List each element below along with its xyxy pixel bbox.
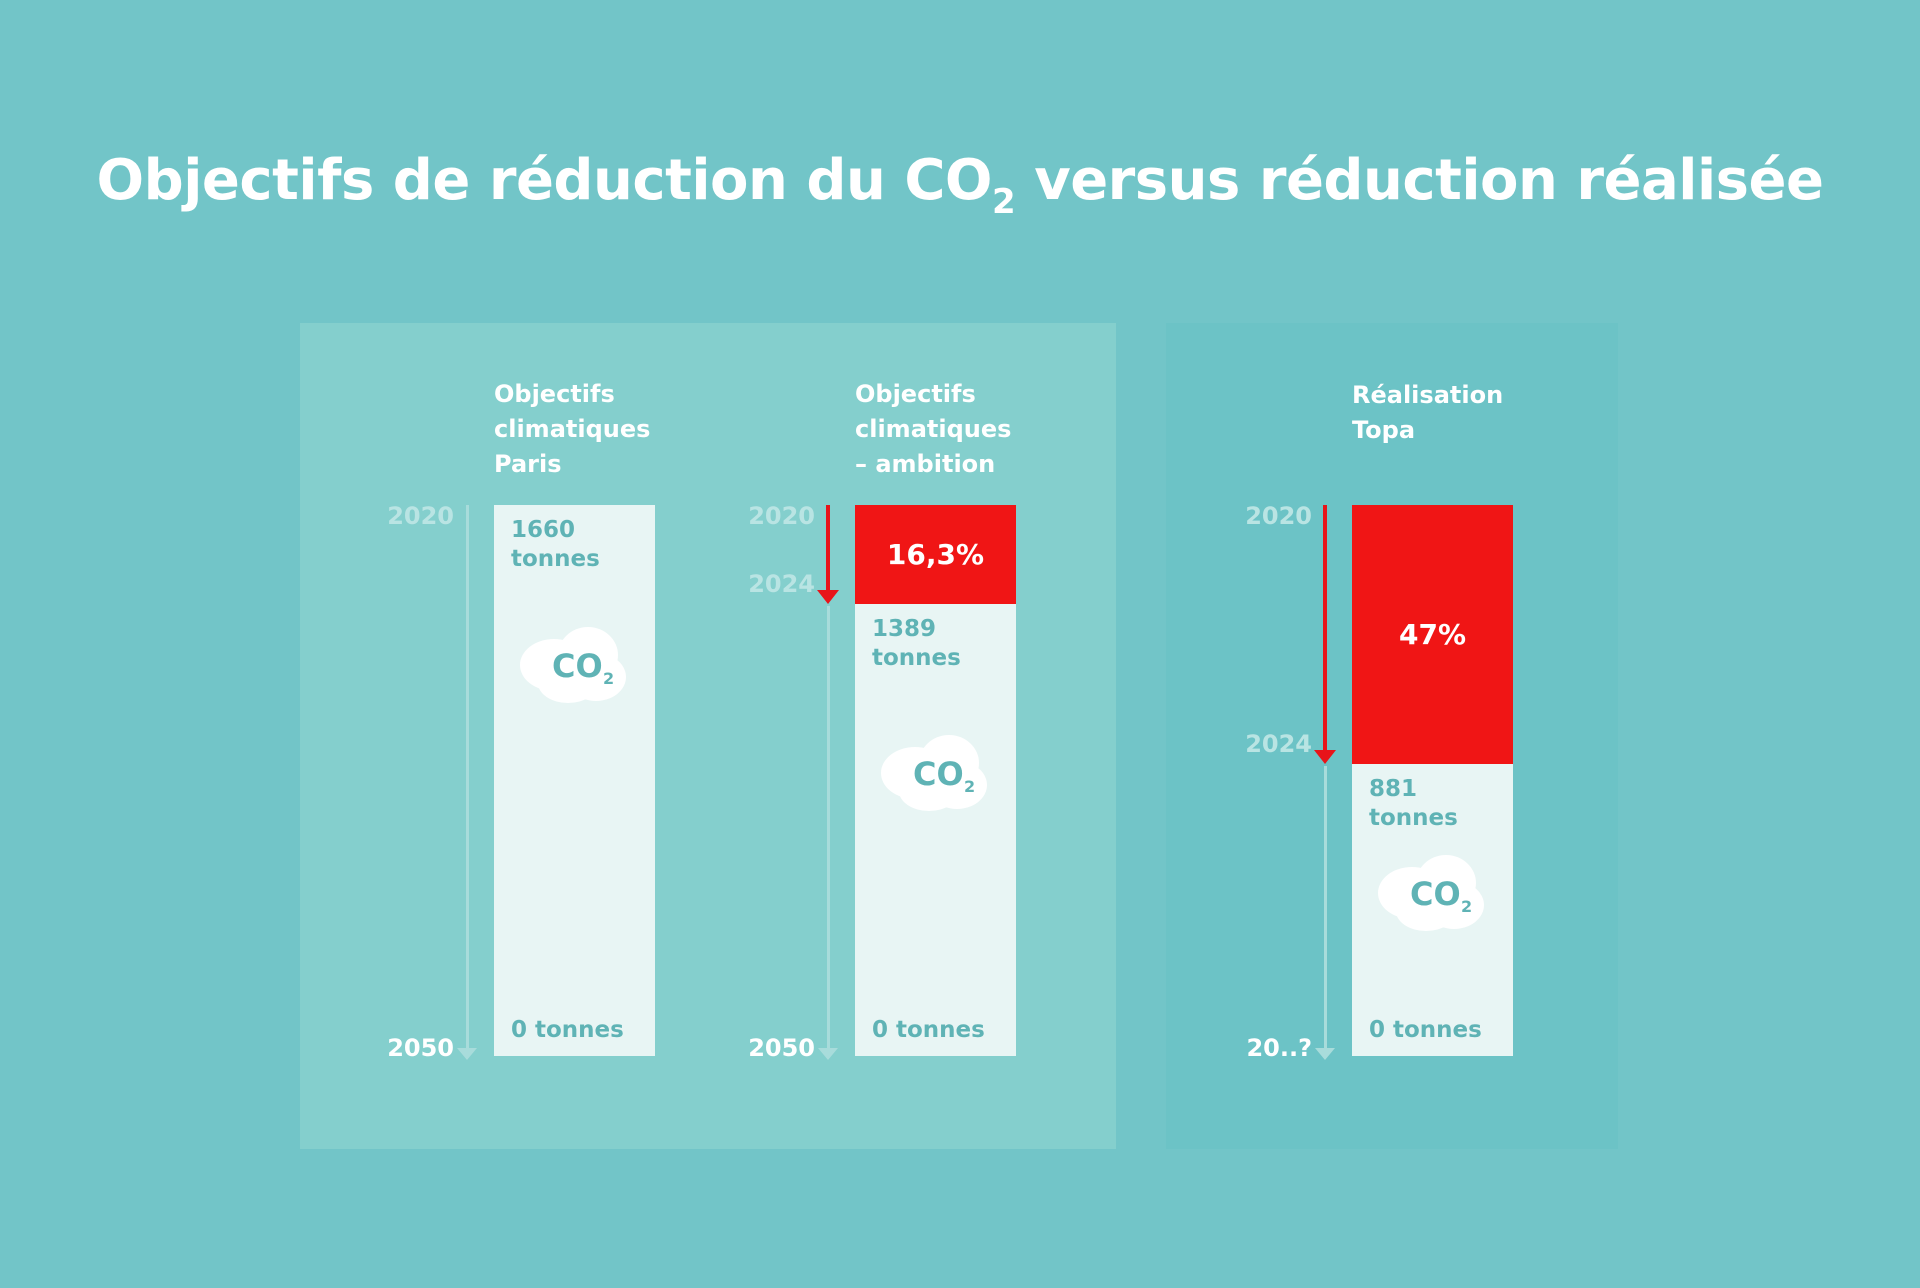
co2-cloud-icon: CO 2 [514,623,632,707]
co2-bar: 47% 881 tonnes 0 tonnes CO 2 [1352,505,1513,1056]
svg-text:2: 2 [1461,897,1472,916]
column-label: Réalisation Topa [1352,378,1503,448]
year-start-label: 2020 [1245,502,1312,530]
year-mid-label: 2024 [1245,730,1312,758]
co2-cloud-icon: CO 2 [875,731,993,815]
title-subscript: 2 [992,182,1016,222]
timeline-arrow-head [1315,1048,1335,1060]
co2-bar: 16,3% 1389 tonnes 0 tonnes CO 2 [855,505,1016,1056]
year-start-label: 2020 [748,502,815,530]
co2-cloud-icon: CO 2 [1372,851,1490,935]
timeline-arrow-head [457,1048,477,1060]
reduction-arrow-line [1323,505,1327,752]
column-label-line: Objectifs [494,380,615,408]
year-end-label: 2050 [748,1034,815,1062]
timeline-arrow-head [818,1048,838,1060]
column-label-line: climatiques [855,415,1012,443]
column-label-line: Réalisation [1352,381,1504,409]
remaining-tonnes-label: 881 tonnes [1369,776,1458,831]
co2-bar: 1660 tonnes 0 tonnes CO 2 [494,505,655,1056]
timeline-axis-line [1324,766,1327,1050]
reduction-segment: 16,3% [855,505,1016,604]
year-mid-label: 2024 [748,570,815,598]
svg-text:CO: CO [913,755,964,793]
svg-text:CO: CO [1410,875,1461,913]
svg-text:2: 2 [603,669,614,688]
column-label: Objectifs climatiques – ambition [855,377,1011,482]
column-label-line: climatiques [494,415,651,443]
column-label-line: – ambition [855,450,996,478]
reduction-arrow-line [826,505,830,592]
year-start-label: 2020 [387,502,454,530]
year-end-label: 2050 [387,1034,454,1062]
reduction-segment: 47% [1352,505,1513,764]
year-end-label: 20..? [1246,1034,1312,1062]
title-rest: versus réduction réalisée [1015,148,1824,213]
remaining-tonnes-label: 1660 tonnes [511,517,600,572]
svg-text:CO: CO [552,647,603,685]
end-tonnes-label: 0 tonnes [511,1017,624,1043]
timeline-axis-line [827,606,830,1050]
svg-text:2: 2 [964,777,975,796]
column-label-line: Paris [494,450,562,478]
end-tonnes-label: 0 tonnes [872,1017,985,1043]
remaining-tonnes-label: 1389 tonnes [872,616,961,671]
column-label-line: Objectifs [855,380,976,408]
timeline-axis-line [466,505,469,1050]
title-main: Objectifs de réduction du CO [96,148,993,213]
column-label-line: Topa [1352,416,1416,444]
reduction-arrow-head [1314,750,1336,764]
reduction-arrow-head [817,590,839,604]
chart-title: Objectifs de réduction du CO2 versus réd… [0,148,1920,219]
column-label: Objectifs climatiques Paris [494,377,650,482]
end-tonnes-label: 0 tonnes [1369,1017,1482,1043]
